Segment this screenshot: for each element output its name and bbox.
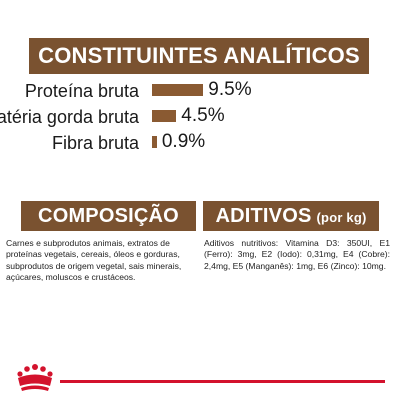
analytics-bar-fat (152, 110, 177, 122)
composition-text: Carnes e subprodutos animais, extratos d… (6, 238, 182, 283)
additives-subtitle: (por kg) (316, 210, 367, 225)
additives-text: Aditivos nutritivos: Vitamina D3: 350UI,… (204, 238, 390, 271)
analytics-banner: CONSTITUINTES ANALÍTICOS (29, 38, 369, 74)
analytics-row-fat: Matéria gorda bruta (0, 106, 139, 128)
analytics-label: Fibra bruta (51, 133, 139, 153)
royal-canin-crown-icon (17, 364, 53, 391)
additives-title: ADITIVOS (215, 204, 312, 227)
footer-divider (60, 380, 385, 383)
analytics-bar-protein (152, 84, 204, 96)
additives-banner: ADITIVOS (por kg) (203, 201, 379, 231)
analytics-label: Proteína bruta (24, 81, 139, 101)
composition-title: COMPOSIÇÃO (38, 204, 179, 227)
analytics-value-protein: 9.5% (208, 79, 252, 100)
analytics-row-protein: Proteína bruta (0, 80, 139, 102)
analytics-label: Matéria gorda bruta (0, 107, 139, 127)
analytics-value-fiber: 0.9% (161, 131, 206, 152)
analytics-value-fat: 4.5% (181, 105, 225, 126)
analytics-row-fiber: Fibra bruta (0, 132, 139, 154)
analytics-title: CONSTITUINTES ANALÍTICOS (38, 43, 360, 68)
composition-banner: COMPOSIÇÃO (21, 201, 196, 231)
analytics-bar-fiber (152, 136, 157, 148)
